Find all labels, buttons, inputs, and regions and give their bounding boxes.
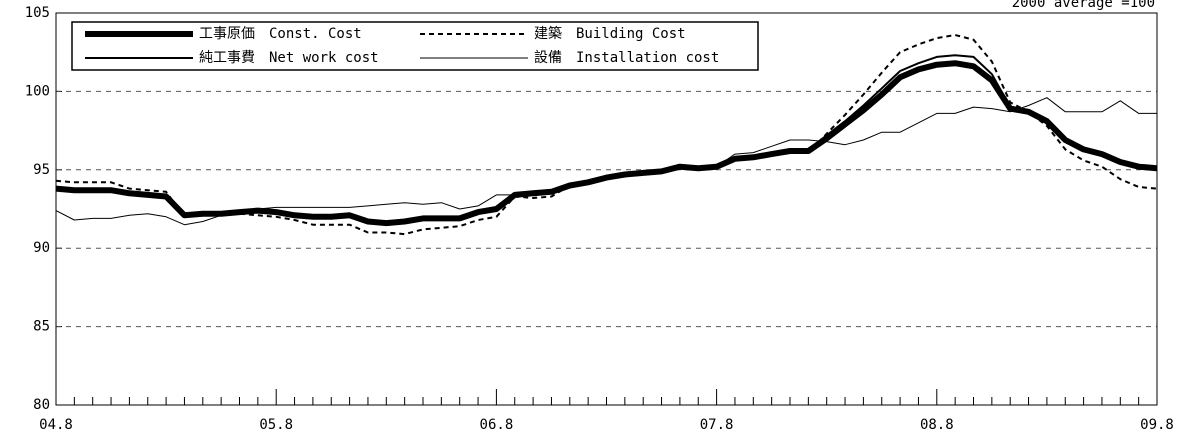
series-line (55, 60, 1158, 227)
y-tick-label: 90 (33, 240, 50, 256)
series-line (55, 97, 1157, 226)
legend-label: 建築 Building Cost (534, 26, 686, 42)
y-tick-label: 105 (25, 5, 50, 21)
y-tick-label: 80 (33, 397, 50, 413)
legend-label: 工事原価 Const. Cost (199, 26, 362, 42)
legend-label: 設備 Installation cost (534, 50, 719, 66)
x-tick-label: 08.8 (920, 417, 954, 433)
x-tick-label: 07.8 (700, 417, 734, 433)
unit-note: 2000 average =100 (1012, 0, 1155, 11)
x-tick-label: 06.8 (480, 417, 514, 433)
series-line (55, 34, 1158, 236)
legend-label: 純工事費 Net work cost (199, 50, 379, 66)
y-tick-label: 85 (33, 319, 50, 335)
x-tick-label: 09.8 (1140, 417, 1174, 433)
x-tick-label: 04.8 (39, 417, 73, 433)
y-tick-label: 95 (33, 162, 50, 178)
legend-box (71, 21, 759, 71)
x-tick-label: 05.8 (259, 417, 293, 433)
y-tick-label: 100 (25, 83, 50, 99)
plot-frame (55, 12, 1158, 406)
